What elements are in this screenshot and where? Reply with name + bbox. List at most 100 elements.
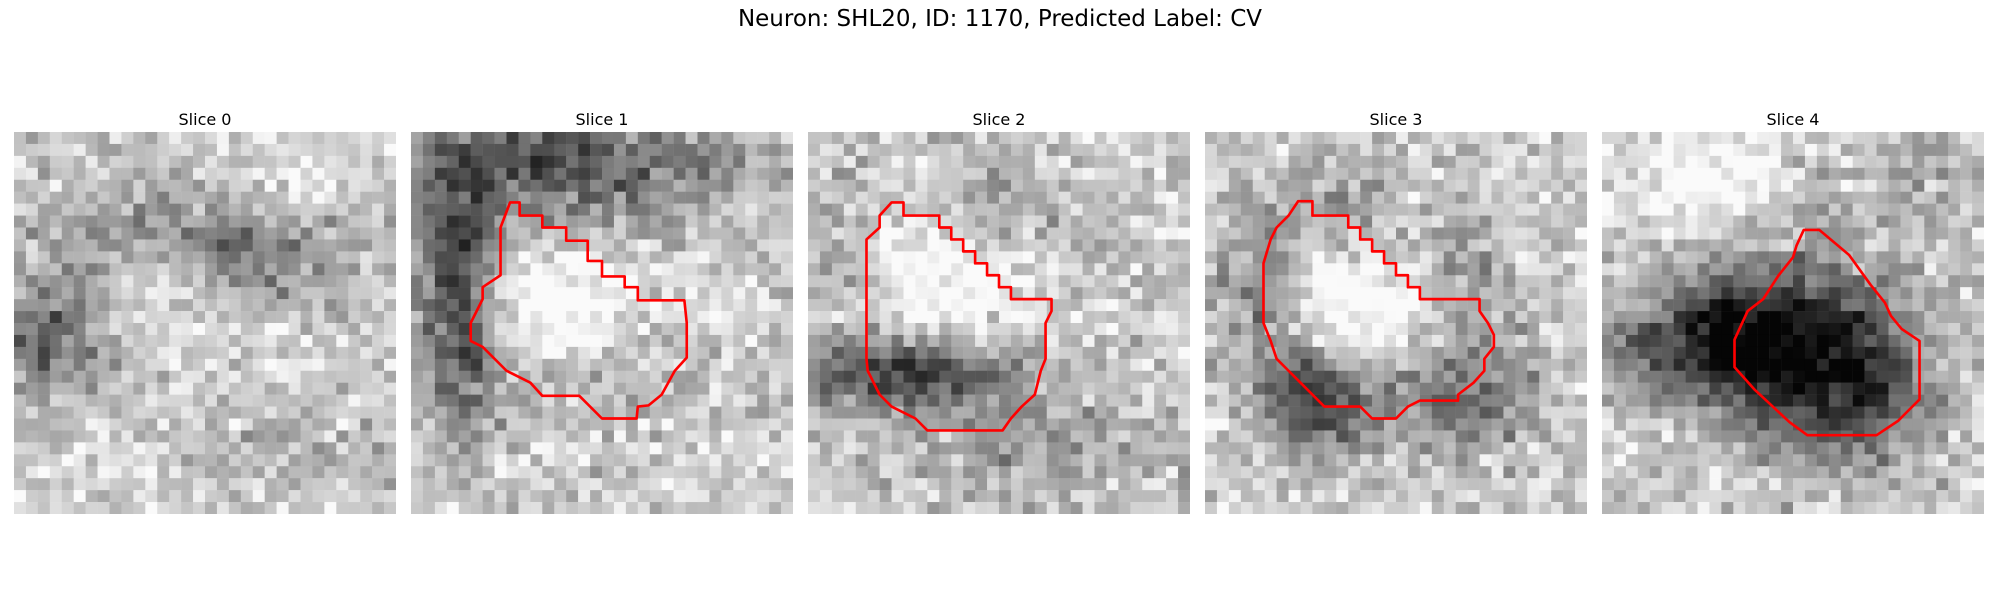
pixel	[1467, 191, 1480, 204]
pixel	[25, 227, 39, 240]
pixel	[649, 203, 662, 216]
pixel	[312, 287, 325, 300]
pixel	[927, 191, 940, 204]
pixel	[336, 406, 349, 419]
pixel	[1130, 132, 1143, 145]
pixel	[1034, 191, 1047, 204]
pixel	[1443, 323, 1456, 336]
pixel	[808, 179, 821, 192]
pixel	[1709, 394, 1722, 407]
pixel	[1769, 418, 1782, 431]
pixel	[205, 143, 218, 157]
pixel	[602, 143, 615, 157]
pixel	[1840, 191, 1853, 204]
pixel	[1852, 382, 1865, 395]
pixel	[927, 263, 940, 276]
pixel	[963, 311, 976, 324]
pixel	[1094, 358, 1107, 371]
pixel	[625, 418, 639, 431]
pixel	[602, 227, 615, 240]
pixel	[927, 227, 940, 240]
pixel	[1673, 275, 1686, 288]
pixel	[1602, 191, 1615, 204]
pixel	[1769, 155, 1782, 169]
pixel	[446, 490, 459, 503]
pixel	[506, 287, 519, 300]
pixel	[1733, 418, 1746, 431]
pixel	[566, 394, 579, 407]
pixel	[518, 466, 531, 479]
pixel	[554, 370, 567, 383]
pixel	[1022, 311, 1036, 324]
pixel	[276, 370, 289, 383]
pixel	[1046, 370, 1059, 383]
pixel	[1769, 251, 1782, 264]
pixel	[831, 275, 845, 288]
pixel	[1828, 382, 1841, 395]
pixel	[1816, 346, 1830, 360]
pixel	[1082, 334, 1095, 348]
pixel	[1058, 132, 1071, 145]
pixel	[1515, 263, 1528, 276]
pixel	[963, 323, 976, 336]
pixel	[348, 418, 361, 431]
pixel	[831, 394, 845, 407]
pixel	[264, 251, 277, 264]
pixel	[1431, 346, 1444, 360]
pixel	[1769, 406, 1782, 419]
pixel	[1924, 382, 1937, 395]
pixel	[733, 191, 746, 204]
pixel	[348, 478, 361, 491]
pixel	[1563, 287, 1576, 300]
pixel	[625, 155, 639, 169]
pixel	[157, 334, 170, 348]
pixel	[1118, 478, 1131, 491]
pixel	[831, 132, 845, 145]
pixel	[1022, 299, 1036, 312]
pixel	[1709, 418, 1722, 431]
pixel	[252, 143, 265, 157]
pixel	[1924, 346, 1937, 360]
pixel	[1793, 275, 1806, 288]
pixel	[1396, 430, 1409, 443]
pixel	[216, 311, 230, 324]
pixel	[1828, 287, 1841, 300]
pixel	[1563, 323, 1576, 336]
pixel	[673, 167, 686, 180]
pixel	[25, 299, 39, 312]
pixel	[1876, 215, 1889, 228]
pixel	[1312, 203, 1325, 216]
pixel	[121, 155, 134, 169]
pixel	[1912, 143, 1925, 157]
pixel	[721, 239, 734, 252]
pixel	[518, 406, 531, 419]
pixel	[97, 311, 110, 324]
pixel	[709, 454, 722, 467]
pixel	[855, 179, 868, 192]
pixel	[673, 442, 686, 455]
pixel	[1070, 442, 1083, 455]
pixel	[1491, 454, 1504, 467]
pixel	[1431, 287, 1444, 300]
pixel	[1205, 132, 1218, 145]
pixel	[240, 358, 253, 371]
pixel	[1252, 227, 1265, 240]
pixel	[697, 191, 710, 204]
pixel	[1431, 239, 1444, 252]
pixel	[1228, 287, 1242, 300]
pixel	[745, 155, 758, 169]
pixel	[1407, 454, 1421, 467]
pixel	[1852, 203, 1865, 216]
pixel	[1960, 394, 1973, 407]
pixel	[697, 179, 710, 192]
pixel	[1876, 143, 1889, 157]
pixel	[482, 466, 495, 479]
pixel	[1178, 215, 1190, 228]
pixel	[1166, 203, 1179, 216]
pixel	[446, 370, 459, 383]
pixel	[1058, 478, 1071, 491]
pixel	[613, 490, 627, 503]
pixel	[1757, 167, 1770, 180]
pixel	[1431, 203, 1444, 216]
pixel	[1022, 191, 1036, 204]
